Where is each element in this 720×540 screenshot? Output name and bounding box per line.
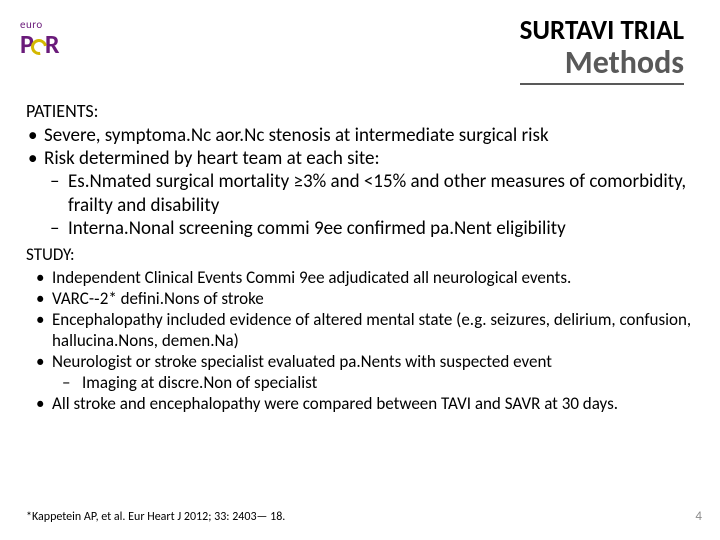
bullet-text: Risk determined by heart team at each si… xyxy=(44,147,380,170)
study-list: Independent Clinical Events Commi 9ee ad… xyxy=(26,267,694,415)
list-item: Interna.Nonal screening commi 9ee confir… xyxy=(68,217,694,240)
list-item: Imaging at discre.Non of specialist xyxy=(82,372,694,393)
page-number: 4 xyxy=(695,509,702,524)
list-item: Independent Clinical Events Commi 9ee ad… xyxy=(52,267,694,288)
list-item: Severe, symptoma.Nc aor.Nc stenosis at i… xyxy=(44,124,694,147)
list-item: VARC-­‐2* defini.Nons of stroke xyxy=(52,288,694,309)
patients-label: PATIENTS: xyxy=(26,100,694,122)
bullet-text: Imaging at discre.Non of specialist xyxy=(82,372,317,393)
logo-main-text: PR xyxy=(20,28,58,60)
bullet-text: Independent Clinical Events Commi 9ee ad… xyxy=(52,267,571,288)
bullet-text: Interna.Nonal screening commi 9ee confir… xyxy=(68,217,566,240)
list-item: Encephalopathy included evidence of alte… xyxy=(52,309,694,351)
list-item: All stroke and encephalopathy were compa… xyxy=(52,393,694,414)
patients-sublist: Es.Nmated surgical mortality ≥3% and <15… xyxy=(44,170,694,240)
bullet-text: Encephalopathy included evidence of alte… xyxy=(52,309,691,351)
section-heading: Methods xyxy=(520,43,684,85)
brand-logo: euro PR xyxy=(20,18,92,58)
study-sublist: Imaging at discre.Non of specialist xyxy=(52,372,694,393)
list-item: Es.Nmated surgical mortality ≥3% and <15… xyxy=(68,170,694,216)
study-label: STUDY: xyxy=(26,244,694,265)
bullet-text: VARC-­‐2* defini.Nons of stroke xyxy=(52,288,264,309)
bullet-text: Es.Nmated surgical mortality ≥3% and <15… xyxy=(68,170,686,216)
list-item: Risk determined by heart team at each si… xyxy=(44,147,694,240)
list-item: Neurologist or stroke specialist evaluat… xyxy=(52,351,694,393)
title-block: SURTAVI TRIAL Methods xyxy=(520,14,684,85)
logo-c-icon xyxy=(28,36,50,58)
bullet-text: Severe, symptoma.Nc aor.Nc stenosis at i… xyxy=(44,124,549,147)
patients-list: Severe, symptoma.Nc aor.Nc stenosis at i… xyxy=(26,124,694,240)
slide-content: PATIENTS: Severe, symptoma.Nc aor.Nc ste… xyxy=(26,100,694,414)
bullet-text: Neurologist or stroke specialist evaluat… xyxy=(52,351,552,372)
footnote: *Kappetein AP, et al. Eur Heart J 2012; … xyxy=(26,510,285,524)
bullet-text: All stroke and encephalopathy were compa… xyxy=(52,393,618,414)
